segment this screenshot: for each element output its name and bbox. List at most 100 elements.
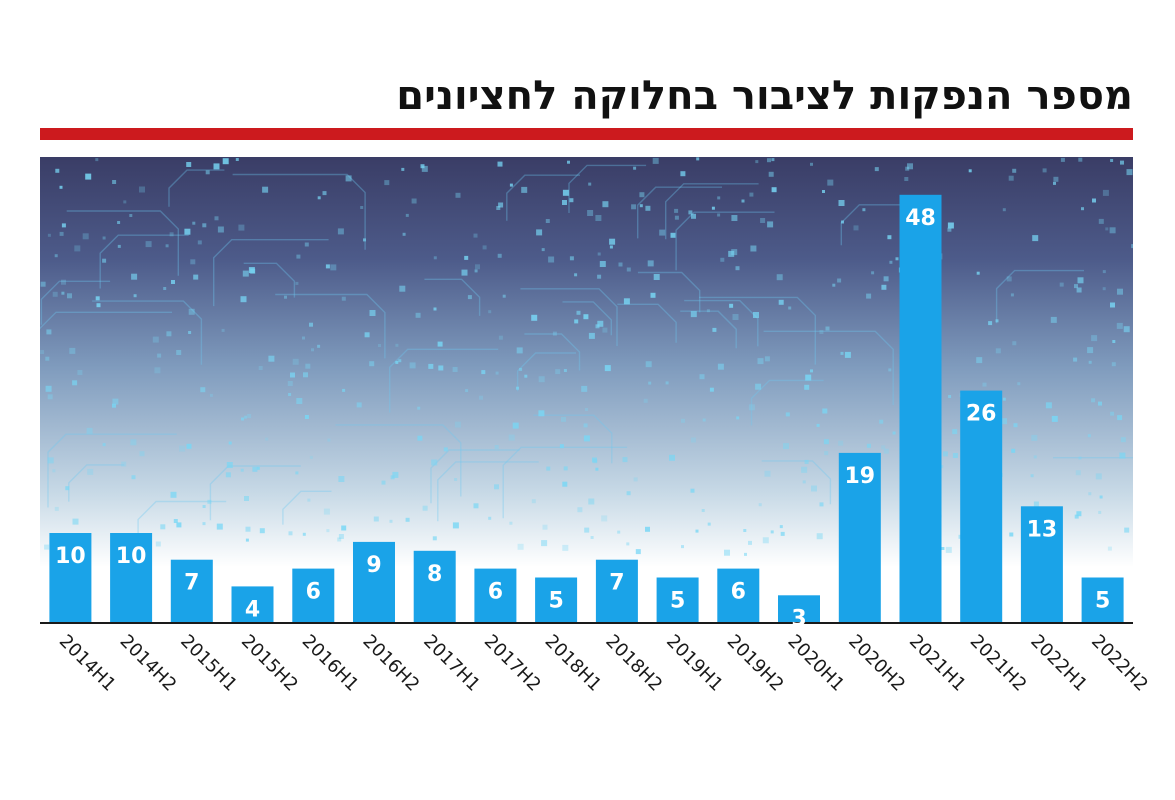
circuit-dot: [892, 431, 896, 435]
circuit-dot: [567, 160, 570, 164]
data-label-2021H1: 48: [905, 206, 936, 231]
circuit-trace: [502, 446, 628, 519]
circuit-dot: [363, 238, 366, 242]
circuit-dot: [776, 274, 783, 281]
data-label-2022H2: 5: [1095, 589, 1110, 614]
circuit-dot: [1077, 277, 1084, 284]
circuit-dot: [245, 538, 249, 542]
circuit-dot: [577, 507, 583, 513]
circuit-dot: [409, 362, 416, 369]
circuit-dot: [392, 471, 399, 478]
bar-2020H1: [778, 595, 820, 622]
circuit-dot: [1076, 511, 1082, 517]
circuit-trace: [506, 174, 580, 221]
circuit-dot: [1098, 401, 1102, 406]
circuit-dot: [170, 491, 177, 498]
circuit-dot: [822, 190, 825, 193]
circuit-dot: [225, 472, 231, 478]
x-tick-label-2020H1: 2020H1: [783, 631, 848, 696]
circuit-dot: [250, 268, 256, 274]
circuit-dot: [707, 522, 711, 526]
circuit-dot: [881, 284, 887, 290]
circuit-dot: [417, 435, 423, 441]
circuit-dot: [256, 466, 260, 470]
circuit-dot: [879, 419, 884, 424]
circuit-dot: [214, 216, 219, 221]
bar-2016H1: [292, 568, 335, 622]
data-label-2015H2: 4: [245, 597, 260, 622]
circuit-dot: [399, 285, 406, 292]
circuit-dot: [154, 367, 161, 374]
circuit-dot: [217, 226, 224, 233]
circuit-trace: [335, 424, 462, 497]
circuit-dot: [296, 398, 303, 404]
circuit-dot: [112, 403, 116, 408]
circuit-trace: [232, 173, 366, 250]
circuit-dot: [717, 213, 721, 217]
circuit-dot: [639, 204, 643, 208]
circuit-dot: [1074, 284, 1078, 289]
circuit-dot: [895, 257, 899, 261]
circuit-dot: [771, 158, 775, 162]
x-tick-label-2019H2: 2019H2: [723, 631, 788, 696]
circuit-dot: [454, 421, 461, 428]
circuit-dot: [1123, 326, 1130, 333]
circuit-dot: [609, 245, 613, 249]
circuit-trace: [1053, 457, 1133, 459]
circuit-dot: [907, 163, 913, 170]
circuit-dot: [731, 215, 738, 221]
circuit-dot: [562, 481, 568, 487]
circuit-dot: [1013, 423, 1018, 428]
circuit-dot: [268, 355, 275, 362]
circuit-dot: [538, 376, 545, 383]
circuit-dot: [356, 402, 362, 408]
circuit-dot: [810, 369, 813, 373]
circuit-dot: [228, 441, 232, 445]
circuit-dot: [139, 186, 145, 193]
circuit-dot: [46, 329, 52, 335]
circuit-dot: [454, 478, 458, 481]
x-tick-label-2020H2: 2020H2: [844, 631, 909, 696]
circuit-dot: [364, 332, 370, 338]
circuit-dot: [498, 335, 503, 340]
bar-2015H1: [170, 559, 213, 622]
circuit-dot: [123, 200, 127, 204]
circuit-trace: [761, 460, 832, 505]
circuit-dot: [748, 404, 755, 411]
circuit-dot: [322, 191, 327, 196]
circuit-dot: [1059, 282, 1064, 287]
circuit-dot: [317, 196, 321, 200]
circuit-dot: [54, 254, 58, 258]
circuit-dot: [755, 383, 762, 390]
circuit-dot: [1053, 181, 1056, 185]
circuit-dot: [559, 444, 564, 449]
circuit-dot: [341, 525, 347, 531]
circuit-dot: [563, 466, 568, 471]
circuit-dot: [474, 269, 478, 273]
circuit-dot: [665, 381, 669, 385]
bar-2018H1: [535, 577, 578, 622]
circuit-dot: [465, 389, 469, 393]
circuit-dot: [674, 208, 679, 213]
circuit-dot: [941, 547, 945, 550]
circuit-dot: [541, 248, 545, 252]
bar-2016H2: [353, 541, 395, 622]
circuit-dot: [129, 214, 133, 217]
circuit-dot: [844, 351, 851, 358]
circuit-trace: [168, 169, 225, 207]
circuit-dot: [288, 531, 293, 536]
circuit-dot: [681, 545, 684, 549]
circuit-dot: [1117, 288, 1123, 295]
circuit-trace: [92, 300, 203, 365]
circuit-dot: [131, 475, 136, 480]
circuit-dot: [810, 162, 813, 166]
circuit-dot: [771, 187, 777, 193]
circuit-dot: [602, 327, 608, 333]
circuit-dot: [475, 264, 480, 270]
circuit-dot: [735, 266, 740, 271]
circuit-trace: [66, 210, 179, 276]
circuit-dot: [695, 529, 699, 533]
circuit-dot: [542, 524, 548, 530]
circuit-dot: [1087, 434, 1091, 438]
circuit-trace: [437, 461, 539, 522]
